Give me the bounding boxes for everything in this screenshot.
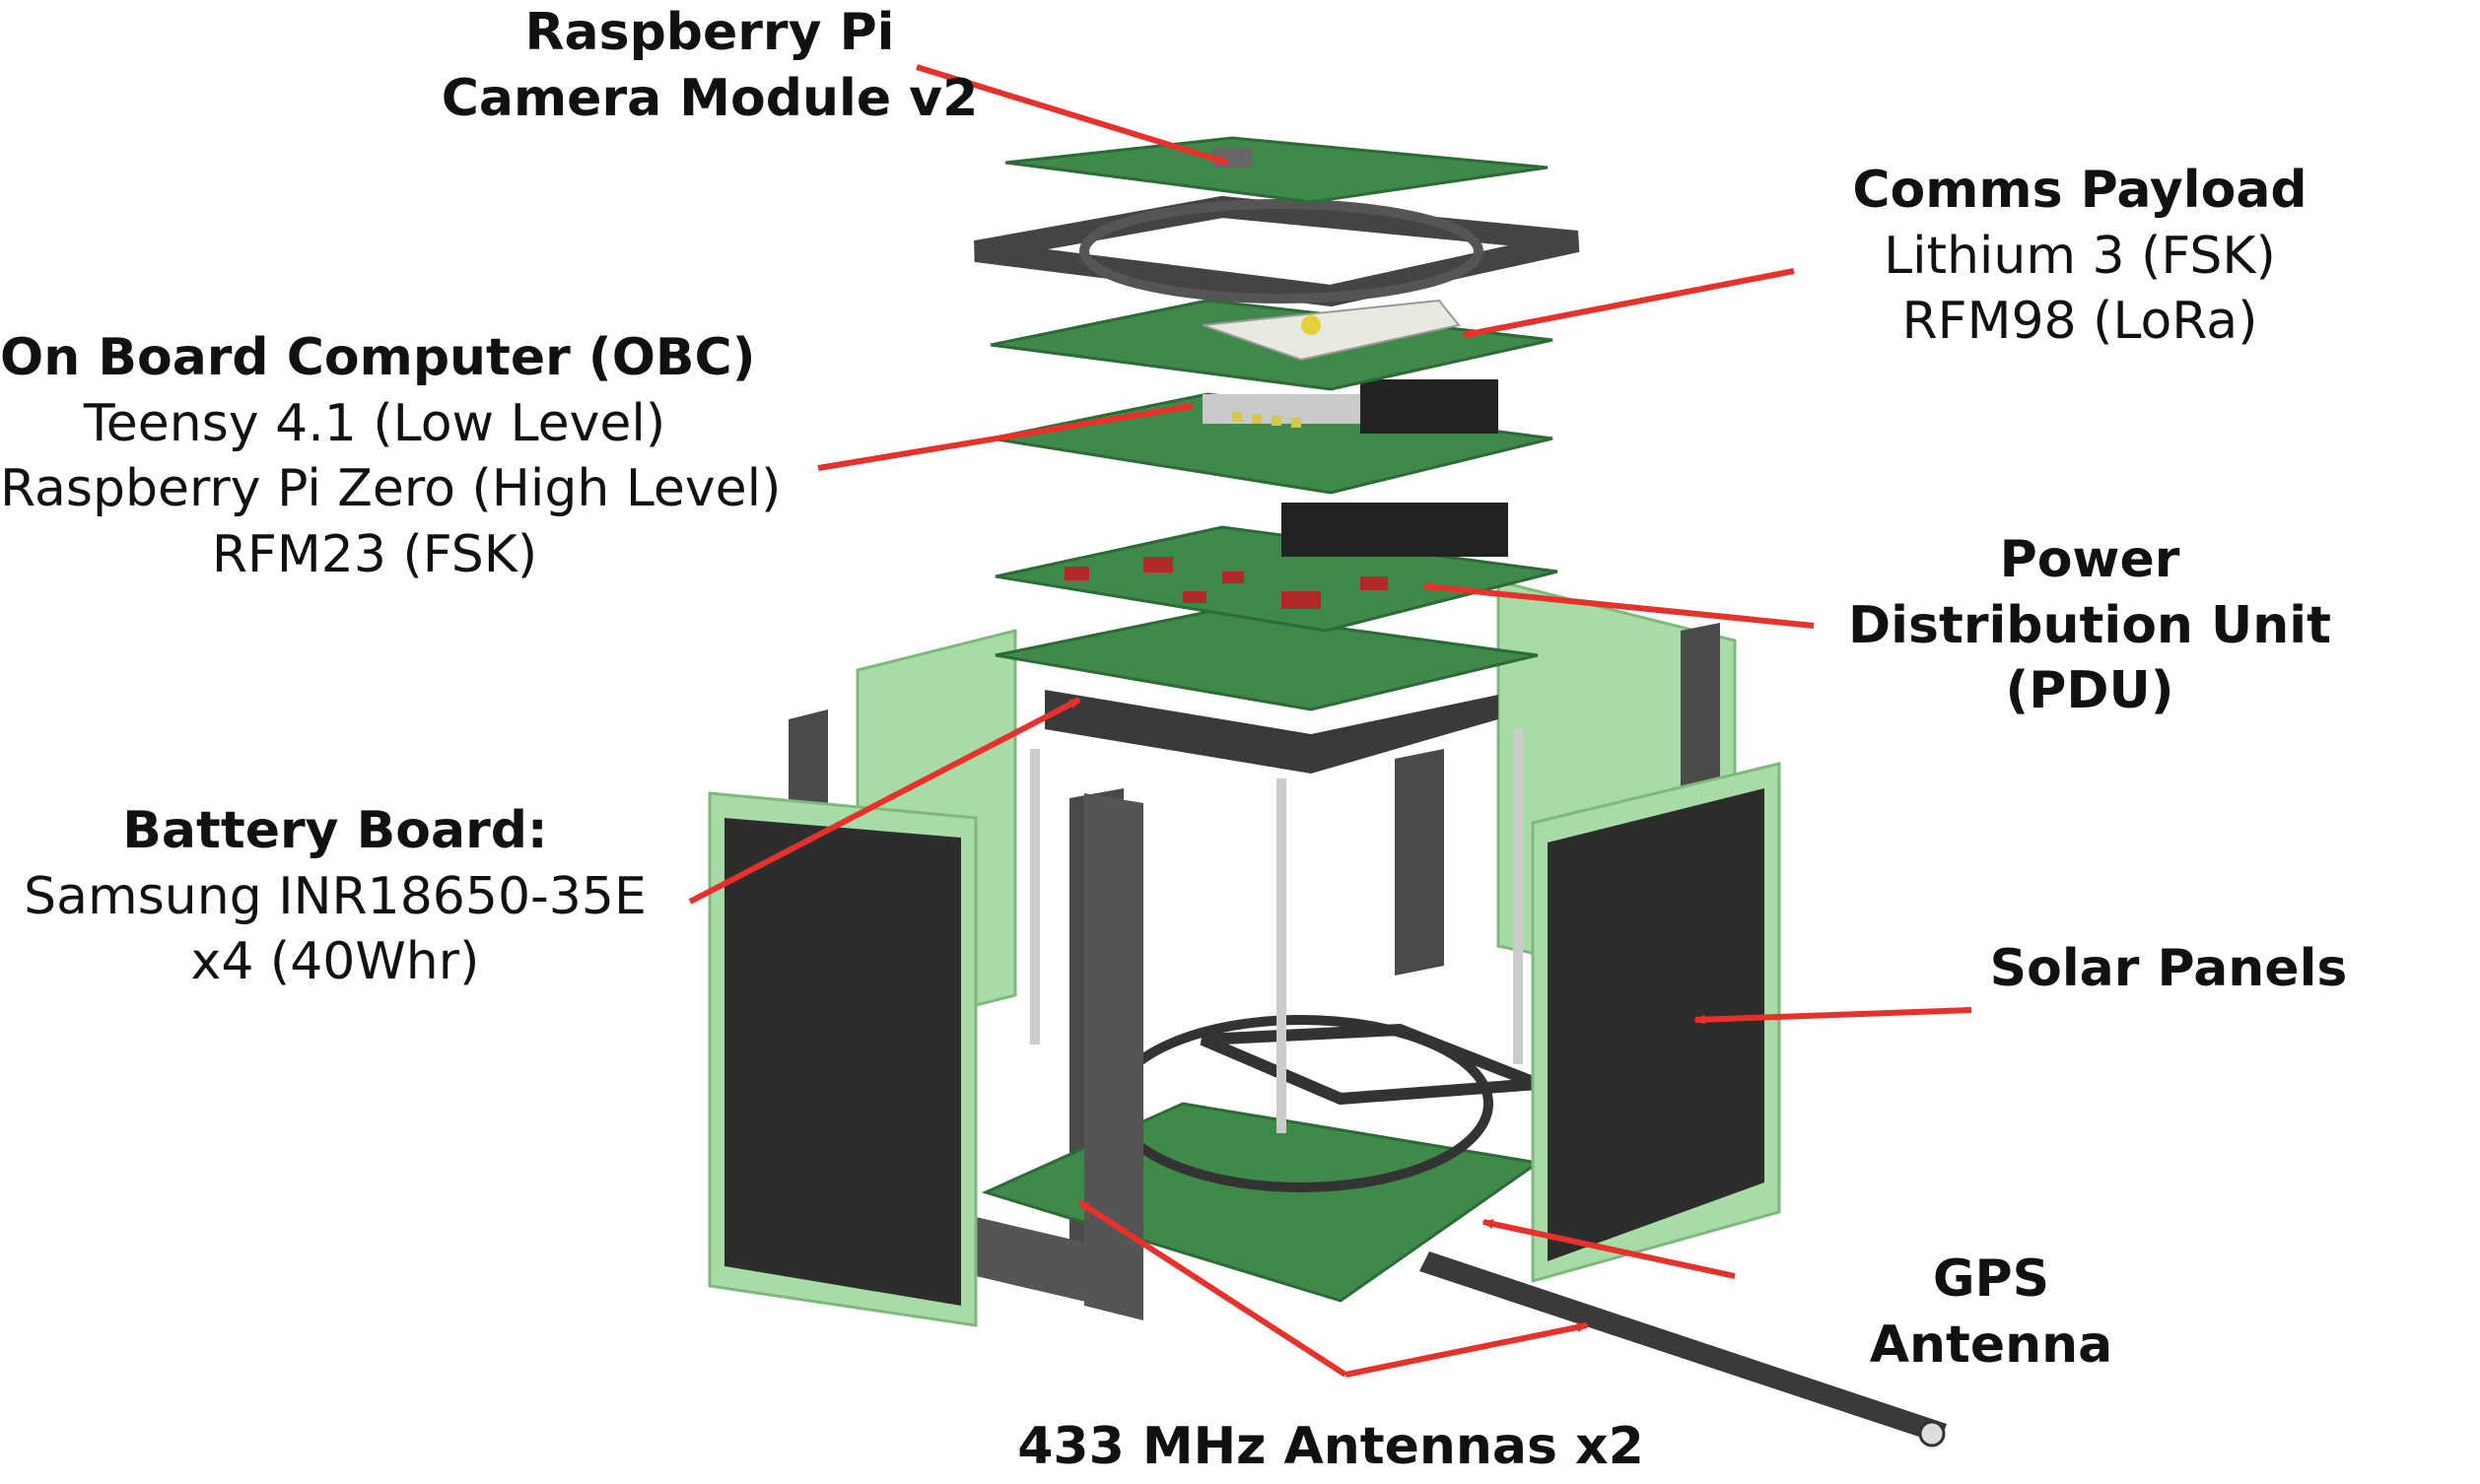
- label-antennas-title: 433 MHz Antennas x2: [1017, 1417, 1644, 1476]
- label-camera-line-1: Raspberry Pi: [524, 3, 895, 62]
- right-solar-panel: [1531, 762, 1781, 1283]
- standoffs: [1030, 729, 1523, 1133]
- comms-board: [990, 299, 1553, 391]
- label-pdu-line-3: (PDU): [2005, 661, 2174, 721]
- label-obc: On Board Computer (OBC) Teensy 4.1 (Low …: [0, 325, 782, 587]
- arrow-pdu: [1422, 582, 1815, 629]
- label-obc-line-1: Teensy 4.1 (Low Level): [83, 393, 666, 453]
- top-frame: [974, 195, 1580, 307]
- label-obc-title: On Board Computer (OBC): [0, 328, 756, 387]
- label-camera: Raspberry Pi Camera Module v2: [375, 0, 1045, 131]
- pdu-board: [995, 503, 1558, 633]
- label-pdu-line-1: Power: [1999, 530, 2180, 589]
- label-solar-title: Solar Panels: [1989, 939, 2348, 998]
- label-pdu-line-2: Distribution Unit: [1848, 595, 2331, 655]
- label-obc-line-3: RFM23 (FSK): [211, 524, 538, 584]
- battery-board: [995, 609, 1539, 774]
- arrow-battery: [688, 697, 1081, 905]
- label-battery-title: Battery Board:: [122, 801, 548, 860]
- arrow-antenna-left: [1077, 1199, 1347, 1378]
- arrow-camera: [916, 64, 1229, 166]
- label-battery-line-1: Samsung INR18650-35E: [24, 866, 647, 926]
- arrow-antenna-right: [1344, 1322, 1589, 1378]
- camera-board: [1004, 136, 1549, 204]
- label-gps: GPS Antenna: [1843, 1247, 2139, 1378]
- left-solar-panel: [708, 791, 978, 1327]
- label-comms-title: Comms Payload: [1852, 161, 2308, 220]
- label-antennas: 433 MHz Antennas x2: [986, 1414, 1676, 1480]
- label-solar: Solar Panels: [1971, 936, 2366, 1002]
- label-battery: Battery Board: Samsung INR18650-35E x4 (…: [0, 798, 670, 995]
- label-obc-line-2: Raspberry Pi Zero (High Level): [0, 459, 782, 519]
- label-pdu: Power Distribution Unit (PDU): [1824, 527, 2356, 724]
- label-gps-line-1: GPS: [1932, 1249, 2050, 1309]
- front-frame-column: [1084, 793, 1143, 1320]
- obc-board: [990, 379, 1553, 495]
- label-gps-line-2: Antenna: [1869, 1315, 2113, 1375]
- callout-arrows: [688, 64, 1972, 1378]
- gps-antenna-strip: [1419, 1251, 1947, 1448]
- label-camera-line-2: Camera Module v2: [441, 68, 979, 128]
- arrow-obc: [817, 402, 1195, 471]
- label-comms: Comms Payload Lithium 3 (FSK) RFM98 (LoR…: [1804, 158, 2356, 355]
- arrow-gps: [1481, 1219, 1736, 1279]
- arrow-solar: [1693, 1007, 1972, 1025]
- label-comms-line-1: Lithium 3 (FSK): [1884, 226, 2276, 286]
- label-comms-line-2: RFM98 (LoRa): [1901, 292, 2258, 352]
- label-battery-line-2: x4 (40Whr): [190, 932, 480, 992]
- arrow-comms: [1462, 268, 1795, 339]
